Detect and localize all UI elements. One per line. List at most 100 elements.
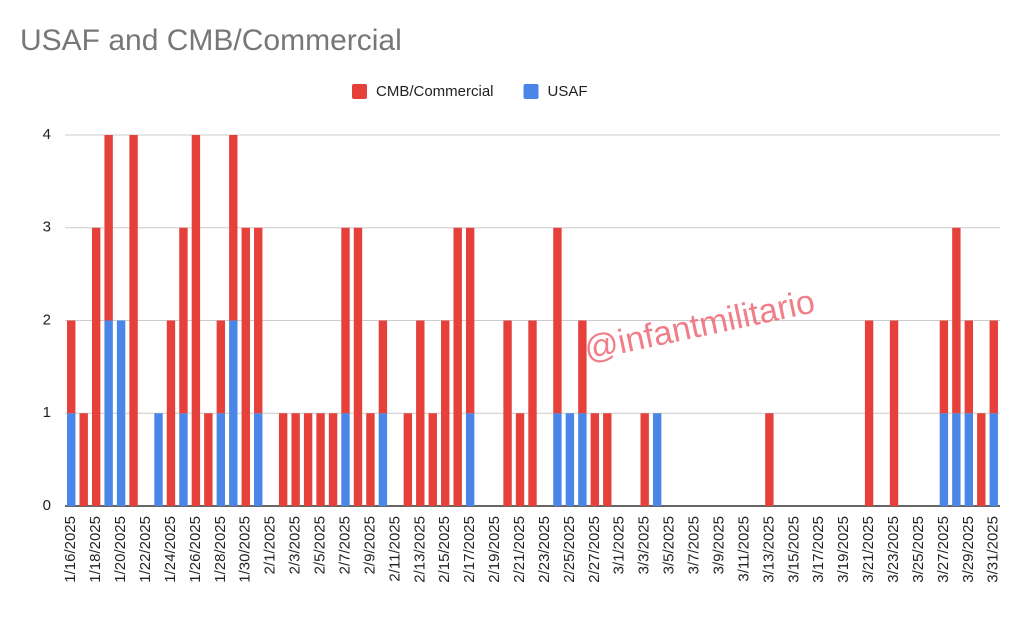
x-tick-label: 2/7/2025 [336,516,353,574]
bar-segment [590,413,600,506]
bar-segment [303,413,313,506]
x-tick-label: 2/9/2025 [361,516,378,574]
bar-segment [91,227,101,506]
x-tick-label: 2/11/2025 [386,516,403,582]
x-tick-label: 2/27/2025 [586,516,603,583]
x-tick-label: 3/27/2025 [935,516,952,583]
bar-segment [603,413,612,506]
x-tick-label: 3/15/2025 [785,516,802,583]
bar-segment [428,413,437,506]
y-tick-label: 3 [43,219,51,236]
bar-segment [864,320,874,506]
x-tick-label: 2/25/2025 [561,516,578,583]
x-tick-label: 3/9/2025 [710,516,727,574]
bar-segment [528,320,537,506]
bar-segment [116,320,126,506]
y-tick-label: 0 [43,497,51,514]
x-tick-label: 1/20/2025 [112,516,129,583]
bar-segment [465,413,475,506]
bar-segment [503,320,512,506]
bar-segment [441,320,450,506]
bar-segment [104,135,113,321]
x-tick-label: 3/13/2025 [760,516,777,583]
x-tick-label: 2/1/2025 [262,516,279,574]
x-tick-label: 3/7/2025 [686,516,703,574]
x-tick-label: 3/19/2025 [835,516,852,583]
bar-segment [179,413,188,506]
bar-segment [553,227,562,414]
bar-segment [328,413,338,506]
bar-segment [952,413,961,506]
bar-segment [229,135,238,321]
x-tick-label: 2/5/2025 [312,516,329,574]
bar-segment [465,227,475,414]
bar-segment [179,227,188,414]
x-tick-label: 1/16/2025 [62,516,79,583]
plot: 0 1 2 3 4 CMB/Commercial USAF 1/16/2025 1/18/202… [43,83,1002,583]
bar-segment [104,320,113,506]
bar-segment [964,413,974,506]
bar-segment [254,227,263,414]
x-tick-label: 3/11/2025 [735,516,752,582]
x-tick-label: 3/21/2025 [860,516,877,583]
bar-segment [515,413,525,506]
bar-segment [939,320,949,414]
bar-segment [67,320,76,414]
bar-segment [939,413,949,506]
bar-segment [378,320,388,414]
bar-segment [291,413,300,506]
bar-segment [129,135,138,506]
bar-segment [191,135,201,506]
bar-segment [952,227,961,414]
bar-segment [316,413,325,506]
bar-segment [216,320,226,414]
bar-segment [416,320,425,506]
legend-label: USAF [548,83,588,100]
chart-title: USAF and CMB/Commercial [20,24,402,57]
legend-swatch [352,84,367,99]
x-tick-label: 2/3/2025 [287,516,304,574]
x-tick-label: 3/3/2025 [636,516,653,574]
bar-segment [652,413,662,506]
bar-segment [578,413,587,506]
bar-segment [565,413,575,506]
bar-segment [254,413,263,506]
x-tick-label: 1/22/2025 [137,516,154,583]
x-tick-label: 3/25/2025 [910,516,927,583]
bar-segment [453,227,462,506]
x-tick-label: 3/29/2025 [960,516,977,583]
x-tick-label: 1/30/2025 [237,516,254,583]
bar-segment [553,413,562,506]
bar-segment [964,320,974,414]
bar-segment [278,413,288,506]
y-tick-label: 4 [43,126,51,143]
x-tick-label: 3/17/2025 [810,516,827,583]
bar-segment [229,320,238,506]
legend-label: CMB/Commercial [376,83,494,100]
x-tick-label: 2/21/2025 [511,516,528,583]
bar-segment [341,227,350,414]
x-tick-label: 2/15/2025 [436,516,453,583]
bar-segment [889,320,899,506]
x-tick-label: 2/13/2025 [411,516,428,583]
y-tick-label: 2 [43,311,51,328]
x-tick-label: 1/24/2025 [162,516,179,583]
bar-segment [378,413,388,506]
x-tick-label: 3/1/2025 [611,516,628,574]
bar-segment [366,413,375,506]
bar-segment [640,413,649,506]
bar-segment [154,413,163,506]
x-tick-label: 1/18/2025 [87,516,104,583]
bar-segment [341,413,350,506]
bar-segment [989,320,998,414]
x-tick-label: 3/23/2025 [885,516,902,583]
bar-segment [216,413,226,506]
bar-segment [241,227,250,506]
bar-segment [578,320,587,414]
bar-segment [403,413,413,506]
x-tick-label: 3/5/2025 [661,516,678,574]
bar-segment [79,413,88,506]
x-tick-label: 1/28/2025 [212,516,229,583]
